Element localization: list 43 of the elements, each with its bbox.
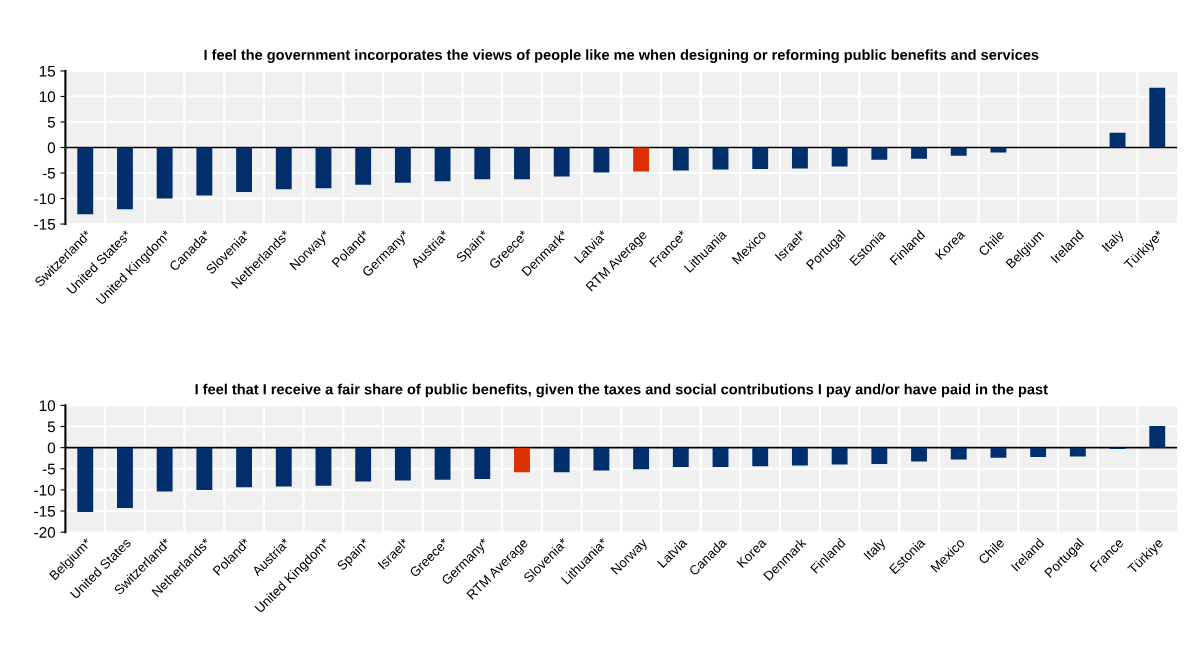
bar <box>196 147 213 196</box>
bar <box>394 147 411 183</box>
chart-title: I feel that I receive a fair share of public benefits, given the taxes and social contributions I pay and/or have paid in the past <box>195 383 1048 398</box>
bar <box>514 147 530 180</box>
bar <box>593 147 610 173</box>
bar <box>791 147 808 169</box>
bar <box>553 147 570 177</box>
bar <box>156 147 173 199</box>
x-tick-label: Italy <box>1101 228 1127 254</box>
y-tick-label: -5 <box>42 168 56 179</box>
bar <box>77 147 94 215</box>
bar <box>831 147 848 167</box>
y-tick-label: -15 <box>34 506 56 517</box>
y-tick-label: 10 <box>39 91 56 103</box>
y-tick-label: -10 <box>34 193 56 205</box>
bar <box>911 147 927 159</box>
chart-title: I feel the government incorporates the views of people like me when designing or reforming public benefits and services <box>204 49 1039 63</box>
y-tick-label: -15 <box>34 219 56 230</box>
bar <box>871 147 888 160</box>
y-tick-label: 0 <box>47 442 56 454</box>
bar <box>315 147 332 189</box>
bar <box>275 147 292 190</box>
y-tick-label: 10 <box>39 400 56 412</box>
bar <box>355 147 372 185</box>
bar <box>990 147 1007 153</box>
y-tick-label: 5 <box>47 117 56 128</box>
y-tick-label: -10 <box>34 484 56 496</box>
bar <box>434 147 451 182</box>
bar <box>752 147 769 169</box>
bar <box>633 147 650 172</box>
bar <box>117 147 133 210</box>
y-tick-label: 15 <box>39 65 56 77</box>
bar <box>474 147 491 180</box>
bar <box>712 147 729 170</box>
bar <box>950 147 967 156</box>
y-tick-label: 5 <box>47 421 56 433</box>
y-tick-label: -5 <box>42 463 56 475</box>
y-tick-label: -20 <box>34 527 56 538</box>
bar <box>1149 87 1166 148</box>
y-tick-label: 0 <box>47 142 56 154</box>
x-tick-label: Italy <box>863 537 889 562</box>
bar <box>236 147 252 192</box>
bar <box>672 147 689 171</box>
